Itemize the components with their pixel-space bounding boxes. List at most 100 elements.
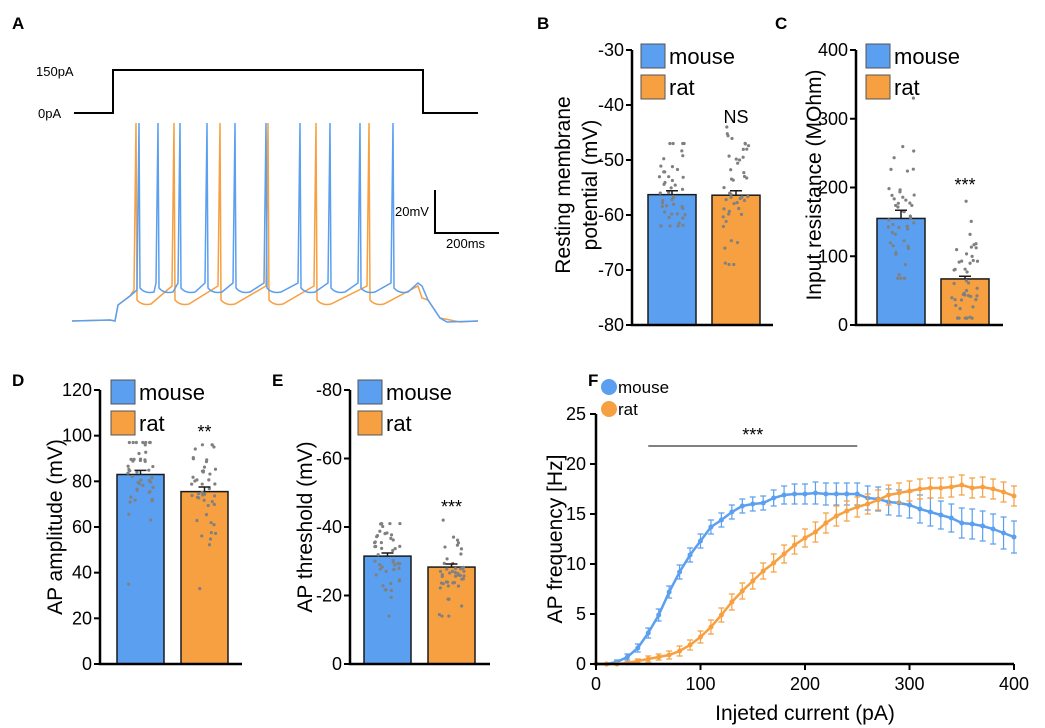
data-point-rat bbox=[451, 535, 456, 539]
data-point-rat bbox=[964, 199, 968, 203]
data-point-mouse bbox=[670, 165, 675, 169]
panel-c-bar-chart: 0 100 200 300 400 Input resistance (MOhm) mous… bbox=[803, 40, 1003, 335]
y-tick-label: 400 bbox=[818, 40, 848, 60]
data-point-mouse bbox=[635, 645, 641, 651]
data-point-rat bbox=[974, 242, 978, 246]
y-tick-label: -20 bbox=[316, 586, 342, 606]
mouse-voltage-trace bbox=[71, 122, 479, 323]
data-point-rat bbox=[207, 543, 212, 547]
scale-bar bbox=[434, 190, 499, 234]
legend-swatch-mouse bbox=[865, 43, 891, 69]
significance-annotation: *** bbox=[742, 425, 763, 445]
data-point-rat bbox=[459, 552, 463, 556]
data-point-mouse bbox=[378, 563, 382, 567]
data-point-mouse bbox=[823, 491, 829, 497]
bar-mouse bbox=[647, 193, 697, 326]
data-point-rat bbox=[969, 245, 973, 249]
data-point-mouse bbox=[680, 187, 685, 191]
data-point-mouse bbox=[658, 191, 662, 195]
data-point-rat bbox=[212, 523, 216, 527]
data-point-mouse bbox=[375, 535, 379, 539]
data-point-mouse bbox=[681, 223, 685, 227]
data-point-mouse bbox=[897, 273, 901, 277]
data-point-mouse bbox=[902, 239, 906, 243]
data-point-mouse bbox=[374, 544, 378, 549]
data-point-rat bbox=[971, 305, 975, 309]
data-point-mouse bbox=[132, 457, 136, 461]
data-point-rat bbox=[990, 486, 996, 492]
data-point-rat bbox=[729, 177, 734, 181]
error-bar-mouse bbox=[895, 209, 907, 219]
data-point-mouse bbox=[135, 488, 139, 492]
data-point-mouse bbox=[670, 197, 674, 202]
data-point-rat bbox=[209, 530, 213, 535]
data-point-mouse bbox=[698, 538, 703, 544]
panel-f-line-chart: 0 5 10 15 20 25 0 100 200 300 400 Injeted current (… bbox=[544, 378, 1029, 725]
data-point-mouse bbox=[664, 204, 669, 208]
data-point-rat bbox=[438, 586, 442, 590]
rat-voltage-trace bbox=[71, 122, 479, 323]
data-point-rat bbox=[201, 493, 205, 497]
data-point-mouse bbox=[138, 458, 142, 463]
data-point-mouse bbox=[893, 232, 897, 236]
data-point-mouse bbox=[373, 559, 377, 563]
data-point-mouse bbox=[902, 276, 907, 280]
data-point-rat bbox=[459, 547, 464, 551]
data-point-rat bbox=[200, 482, 204, 486]
data-point-rat bbox=[450, 569, 455, 573]
data-point-rat bbox=[212, 445, 216, 449]
data-point-rat bbox=[206, 503, 210, 508]
data-point-mouse bbox=[383, 532, 387, 536]
data-point-rat bbox=[204, 460, 209, 464]
data-point-mouse bbox=[661, 198, 665, 203]
y-axis-label: AP amplitude (mV) bbox=[44, 439, 67, 615]
data-point-rat bbox=[213, 494, 217, 498]
data-point-mouse bbox=[911, 167, 915, 171]
data-point-rat bbox=[962, 291, 966, 295]
panel-label-a: A bbox=[12, 14, 24, 33]
data-point-rat bbox=[952, 281, 956, 286]
legend-label-rat: rat bbox=[139, 411, 165, 436]
data-point-rat bbox=[742, 174, 747, 179]
data-point-rat bbox=[461, 577, 465, 581]
data-point-mouse bbox=[683, 213, 687, 217]
data-point-mouse bbox=[150, 476, 154, 480]
data-point-mouse bbox=[374, 573, 378, 577]
data-point-mouse bbox=[905, 224, 909, 228]
panel-label-f: F bbox=[588, 371, 598, 390]
data-point-mouse bbox=[990, 526, 996, 532]
data-point-mouse bbox=[656, 612, 662, 618]
data-point-mouse bbox=[907, 502, 912, 508]
stim-high-label: 150pA bbox=[36, 64, 74, 79]
data-point-rat bbox=[718, 612, 724, 618]
data-point-mouse bbox=[127, 467, 131, 472]
data-point-mouse bbox=[718, 517, 724, 523]
data-point-mouse bbox=[126, 464, 130, 468]
data-point-rat bbox=[950, 296, 954, 300]
data-point-rat bbox=[645, 656, 651, 662]
data-point-rat bbox=[970, 254, 974, 258]
data-point-rat bbox=[742, 171, 746, 175]
data-point-mouse bbox=[397, 566, 401, 570]
bar-mouse bbox=[116, 473, 165, 665]
y-tick-label: 100 bbox=[818, 246, 848, 266]
data-point-rat bbox=[198, 587, 202, 591]
data-point-mouse bbox=[668, 224, 672, 228]
data-point-rat bbox=[738, 196, 742, 201]
legend-label-mouse: mouse bbox=[386, 380, 452, 405]
data-point-mouse bbox=[381, 524, 385, 529]
panel-b-bar-chart: -80 -70 -60 -50 -40 -30 Resting membrane potent… bbox=[552, 40, 773, 335]
data-point-rat bbox=[439, 581, 443, 585]
data-point-mouse bbox=[398, 562, 402, 566]
data-point-mouse bbox=[660, 201, 665, 205]
data-point-rat bbox=[975, 286, 979, 290]
x-axis-label: Injeted current (pA) bbox=[715, 702, 895, 725]
data-point-mouse bbox=[680, 204, 684, 209]
data-point-mouse bbox=[379, 540, 383, 545]
data-point-rat bbox=[965, 316, 969, 320]
data-point-mouse bbox=[143, 443, 147, 447]
data-point-mouse bbox=[137, 451, 141, 456]
y-tick-label: -40 bbox=[598, 95, 624, 115]
data-point-rat bbox=[440, 614, 444, 618]
data-point-mouse bbox=[908, 201, 912, 205]
